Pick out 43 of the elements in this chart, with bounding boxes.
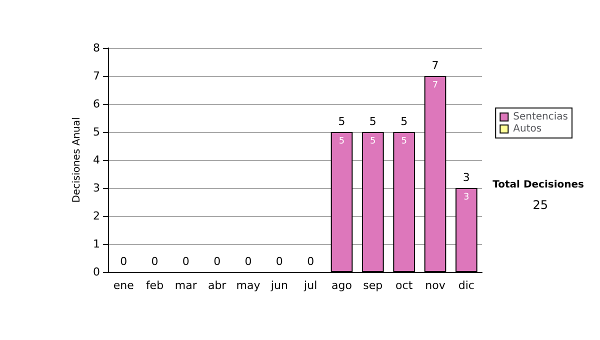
x-tick-label: may	[236, 279, 261, 292]
x-tick-label: mar	[174, 279, 198, 292]
x-tick-label: jul	[303, 279, 318, 292]
y-tick-label: 5	[93, 126, 100, 138]
data-label: 3	[464, 192, 470, 202]
legend-label: Autos	[513, 124, 542, 134]
y-tick-label: 2	[93, 210, 100, 222]
total-label: 0	[120, 255, 128, 268]
x-tick-label: sep	[363, 279, 383, 292]
legend-label: Sentencias	[513, 112, 568, 122]
y-tick-label: 0	[93, 266, 100, 278]
total-label: 5	[338, 115, 346, 128]
total-label: 0	[244, 255, 252, 268]
total-label: 0	[307, 255, 314, 268]
total-label: 0	[214, 255, 221, 268]
data-label: 5	[401, 136, 407, 146]
y-tick-label: 7	[93, 70, 100, 82]
total-label: 5	[369, 115, 376, 128]
x-tick-label: abr	[208, 279, 227, 292]
x-tick-label: feb	[146, 279, 164, 292]
data-label: 5	[370, 136, 376, 146]
total-label: 7	[432, 59, 439, 72]
y-tick-label: 1	[93, 238, 100, 250]
total-label: 0	[182, 255, 190, 268]
y-axis-title: Decisiones Anual	[72, 117, 83, 203]
y-tick-label: 3	[93, 182, 100, 194]
data-label: 7	[432, 80, 438, 90]
total-label: 3	[462, 171, 470, 184]
y-tick-label: 4	[93, 154, 100, 166]
total-label: 0	[276, 255, 283, 268]
x-tick-label: ago	[332, 279, 352, 292]
text: Total Decisiones	[492, 180, 584, 190]
total-label: 0	[151, 255, 158, 268]
x-tick-label: ene	[113, 279, 134, 292]
y-tick-label: 8	[93, 42, 100, 54]
y-tick-label: 6	[93, 98, 100, 110]
x-tick-label: jun	[270, 279, 288, 292]
total-label: 5	[400, 115, 408, 128]
x-tick-label: nov	[425, 279, 446, 292]
x-tick-label: oct	[396, 279, 414, 292]
data-label: 5	[338, 136, 345, 146]
text: 25	[532, 198, 548, 212]
x-tick-label: dic	[458, 279, 474, 292]
